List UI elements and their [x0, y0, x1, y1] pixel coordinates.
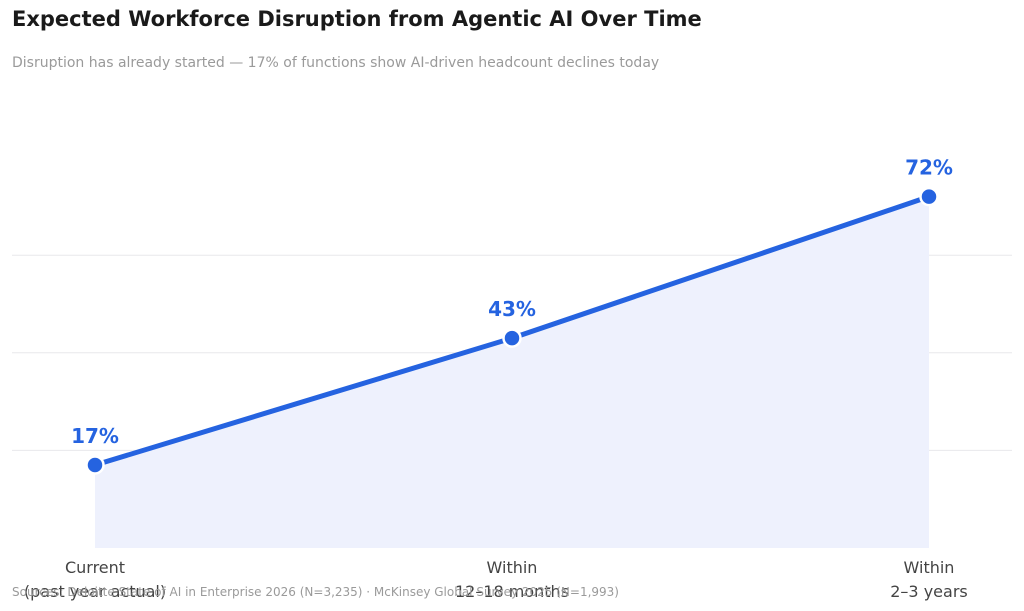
chart-subtitle: Disruption has already started — 17% of … [12, 55, 660, 71]
data-point [502, 328, 522, 348]
x-tick-label: 12–18 months [455, 582, 569, 601]
data-label: 17% [71, 424, 119, 448]
chart-title: Expected Workforce Disruption from Agent… [12, 7, 702, 31]
data-point [85, 455, 105, 475]
data-label: 43% [488, 297, 536, 321]
x-tick-label: (past year actual) [24, 582, 166, 601]
x-tick-label: Current [65, 558, 125, 577]
x-tick-label: Within [487, 558, 538, 577]
x-tick-label: 2–3 years [890, 582, 967, 601]
source-note: Sources: Deloitte State of AI in Enterpr… [12, 585, 619, 599]
data-point [919, 186, 939, 207]
x-tick-label: Within [904, 558, 955, 577]
area-fill [95, 196, 929, 548]
data-label: 72% [905, 156, 953, 180]
